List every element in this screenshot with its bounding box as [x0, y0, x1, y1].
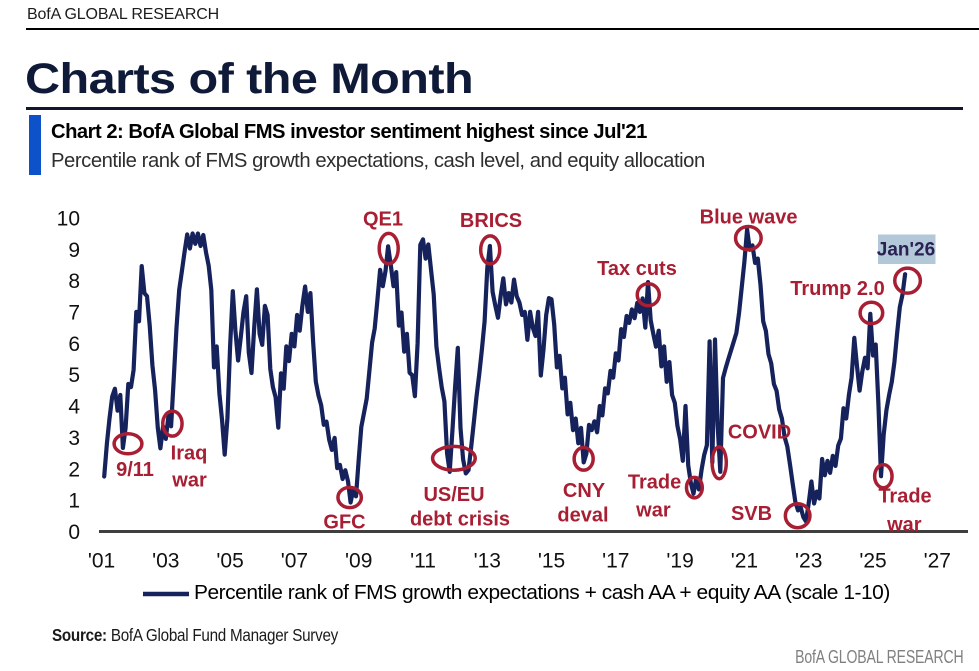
svg-text:10: 10	[57, 207, 80, 230]
svg-text:9/11: 9/11	[116, 459, 154, 481]
svg-text:deval: deval	[557, 505, 608, 527]
svg-text:Blue wave: Blue wave	[700, 206, 798, 228]
svg-text:'27: '27	[924, 550, 951, 573]
svg-text:1: 1	[68, 490, 80, 513]
svg-text:Trade: Trade	[628, 472, 681, 494]
svg-text:'11: '11	[410, 550, 436, 573]
svg-text:Jan'26: Jan'26	[877, 240, 935, 261]
svg-text:8: 8	[68, 270, 80, 293]
svg-text:GFC: GFC	[323, 512, 365, 534]
svg-text:debt crisis: debt crisis	[410, 509, 510, 531]
svg-text:4: 4	[68, 396, 80, 419]
svg-text:SVB: SVB	[731, 503, 772, 525]
svg-text:BRICS: BRICS	[460, 210, 522, 232]
svg-text:3: 3	[68, 427, 80, 450]
svg-text:'01: '01	[88, 550, 115, 573]
svg-text:war: war	[171, 470, 207, 492]
svg-text:'17: '17	[602, 550, 629, 573]
svg-text:'21: '21	[731, 550, 758, 573]
svg-text:2: 2	[68, 458, 80, 481]
svg-text:'19: '19	[666, 550, 693, 573]
svg-text:6: 6	[68, 333, 80, 356]
svg-text:Trump 2.0: Trump 2.0	[790, 278, 884, 300]
svg-text:'05: '05	[216, 550, 243, 573]
svg-text:9: 9	[68, 239, 80, 262]
svg-text:'25: '25	[859, 550, 886, 573]
svg-text:war: war	[635, 500, 671, 522]
svg-text:COVID: COVID	[728, 422, 791, 444]
svg-text:5: 5	[68, 364, 80, 387]
svg-text:'23: '23	[795, 550, 822, 573]
svg-text:'13: '13	[474, 550, 501, 573]
svg-text:war: war	[886, 514, 922, 536]
svg-text:'15: '15	[538, 550, 565, 573]
svg-text:CNY: CNY	[563, 480, 606, 502]
svg-text:Trade: Trade	[878, 486, 931, 508]
svg-text:US/EU: US/EU	[423, 484, 484, 506]
svg-text:'07: '07	[281, 550, 308, 573]
svg-text:QE1: QE1	[363, 209, 403, 231]
svg-text:0: 0	[68, 521, 80, 544]
svg-text:'03: '03	[152, 550, 179, 573]
svg-text:7: 7	[68, 302, 80, 325]
svg-text:Tax cuts: Tax cuts	[597, 258, 677, 280]
svg-text:Iraq: Iraq	[171, 443, 208, 465]
svg-text:'09: '09	[345, 550, 372, 573]
